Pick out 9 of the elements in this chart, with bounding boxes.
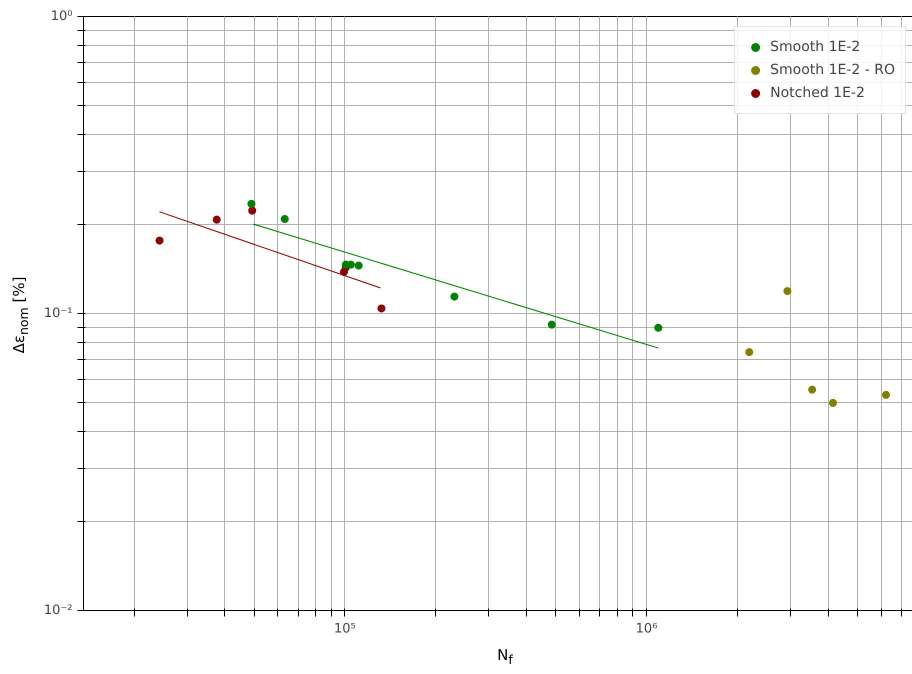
y-tick-label: 10⁻¹ (44, 306, 73, 321)
legend-label: Smooth 1E-2 (770, 39, 860, 55)
legend-label: Smooth 1E-2 - RO (770, 62, 895, 78)
y-tick-label: 10⁻² (44, 603, 73, 618)
x-tick-label: 10⁵ (334, 622, 356, 636)
legend-label: Notched 1E-2 (770, 85, 865, 101)
y-tick-label: 10⁰ (50, 9, 73, 24)
x-tick-label: 10⁶ (636, 622, 658, 636)
x-axis-title: N$_{f}$ (496, 645, 514, 669)
